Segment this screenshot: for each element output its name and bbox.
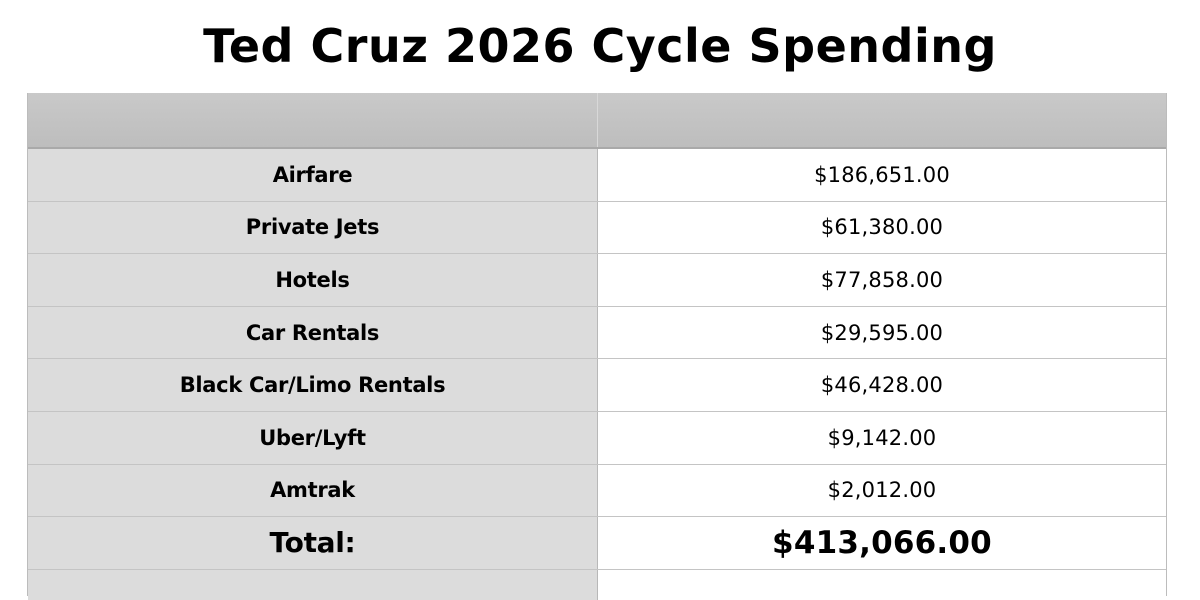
row-value-airfare[interactable]: $186,651.00 <box>598 149 1166 201</box>
table-row[interactable]: Uber/Lyft $9,142.00 <box>28 411 1166 465</box>
table-row[interactable]: Black Car/Limo Rentals $46,428.00 <box>28 359 1166 412</box>
row-value-black-car-limo[interactable]: $46,428.00 <box>598 359 1166 411</box>
empty-label-cell[interactable] <box>28 569 598 600</box>
row-value-uber-lyft[interactable]: $9,142.00 <box>598 411 1166 464</box>
row-label-uber-lyft[interactable]: Uber/Lyft <box>28 411 598 464</box>
row-label-black-car-limo[interactable]: Black Car/Limo Rentals <box>28 359 598 411</box>
table-header-row <box>28 93 1166 149</box>
table-row[interactable]: Car Rentals $29,595.00 <box>28 306 1166 360</box>
header-column-divider <box>597 93 598 147</box>
row-label-airfare[interactable]: Airfare <box>28 149 598 201</box>
table-row[interactable]: Hotels $77,858.00 <box>28 254 1166 307</box>
table-body: Airfare $186,651.00 Private Jets $61,380… <box>28 149 1166 600</box>
row-label-car-rentals[interactable]: Car Rentals <box>28 306 598 359</box>
table-empty-row[interactable] <box>28 569 1166 600</box>
total-label[interactable]: Total: <box>28 517 598 569</box>
spending-table: Airfare $186,651.00 Private Jets $61,380… <box>27 93 1167 600</box>
row-label-private-jets[interactable]: Private Jets <box>28 201 598 254</box>
total-value[interactable]: $413,066.00 <box>598 517 1166 569</box>
table-total-row[interactable]: Total: $413,066.00 <box>28 517 1166 570</box>
table-row[interactable]: Airfare $186,651.00 <box>28 149 1166 202</box>
empty-value-cell[interactable] <box>598 569 1166 600</box>
row-value-hotels[interactable]: $77,858.00 <box>598 254 1166 306</box>
row-value-car-rentals[interactable]: $29,595.00 <box>598 306 1166 359</box>
table-row[interactable]: Amtrak $2,012.00 <box>28 464 1166 518</box>
page-title: Ted Cruz 2026 Cycle Spending <box>203 19 997 73</box>
row-label-amtrak[interactable]: Amtrak <box>28 464 598 517</box>
row-value-amtrak[interactable]: $2,012.00 <box>598 464 1166 517</box>
row-value-private-jets[interactable]: $61,380.00 <box>598 201 1166 254</box>
table-row[interactable]: Private Jets $61,380.00 <box>28 201 1166 255</box>
row-label-hotels[interactable]: Hotels <box>28 254 598 306</box>
